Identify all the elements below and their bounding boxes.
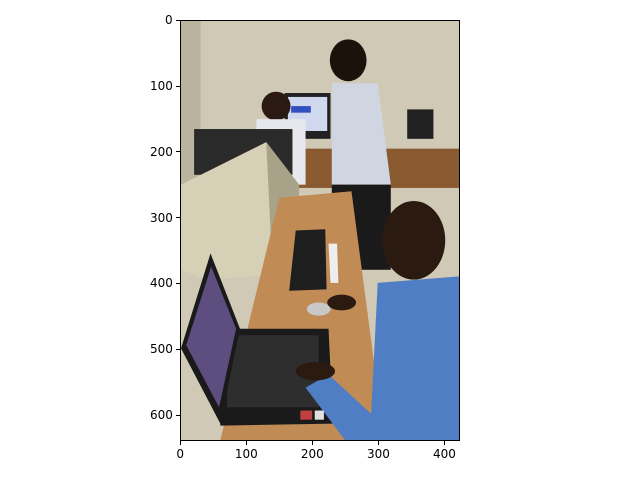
- man-head: [382, 201, 446, 280]
- back-person-head: [261, 91, 291, 121]
- y-tick-mark: [176, 348, 180, 350]
- y-tick-mark: [176, 151, 180, 153]
- y-tick-label: 400: [150, 276, 173, 291]
- bag: [407, 109, 434, 139]
- x-tick-mark: [377, 441, 379, 445]
- x-tick-label: 0: [176, 447, 184, 461]
- laptop-screen: [186, 266, 237, 408]
- y-tick-mark: [176, 85, 180, 87]
- y-tick-label: 300: [150, 210, 173, 225]
- y-tick-mark: [176, 19, 180, 21]
- y-tick-label: 0: [165, 13, 173, 28]
- man-hand-left: [295, 362, 336, 381]
- back-monitor-content: [291, 106, 311, 113]
- x-tick-mark: [443, 441, 445, 445]
- woman-shirt: [331, 83, 391, 185]
- x-tick-mark: [245, 441, 247, 445]
- paper: [328, 243, 339, 283]
- y-tick-label: 500: [150, 342, 173, 357]
- man-shirt: [305, 276, 459, 440]
- y-tick-label: 100: [150, 79, 173, 94]
- x-tick-mark: [179, 441, 181, 445]
- x-tick-label: 300: [366, 447, 390, 461]
- y-tick-mark: [176, 414, 180, 416]
- laptop-sticker-2: [314, 410, 324, 420]
- photo-frame: [180, 20, 460, 441]
- x-tick-label: 200: [300, 447, 324, 461]
- keyboard: [289, 229, 327, 291]
- y-tick-label: 200: [150, 144, 173, 159]
- y-tick-label: 600: [150, 408, 173, 423]
- y-tick-mark: [176, 282, 180, 284]
- y-tick-mark: [176, 217, 180, 219]
- x-tick-mark: [311, 441, 313, 445]
- woman-head: [329, 39, 367, 82]
- computer-lab-photo: [181, 21, 459, 440]
- x-tick-label: 100: [234, 447, 258, 461]
- mouse: [306, 302, 331, 316]
- x-tick-label: 400: [432, 447, 456, 461]
- man-hand-right: [327, 294, 357, 311]
- laptop-sticker: [300, 410, 313, 420]
